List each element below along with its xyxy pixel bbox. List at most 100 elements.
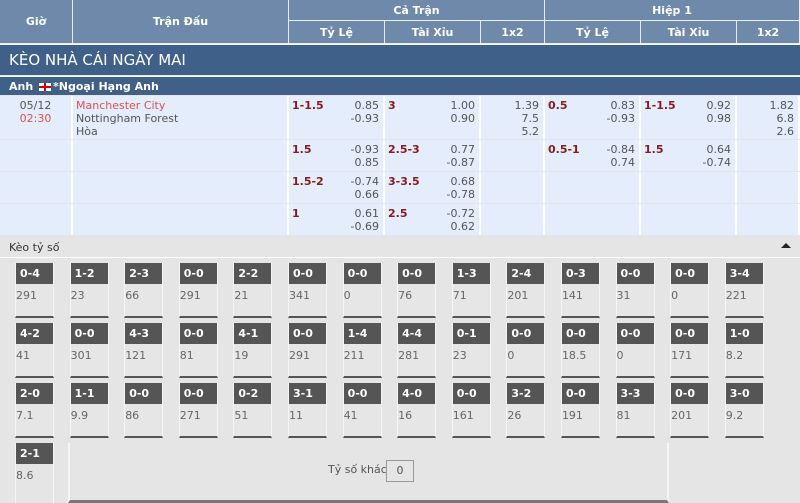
score-tile[interactable]: 2-0 7.1 xyxy=(15,383,54,438)
odds-value[interactable]: 0.61 xyxy=(354,207,380,220)
score-odds: 141 xyxy=(561,289,583,302)
score-label: 2-4 xyxy=(507,263,545,284)
score-tile[interactable]: 0-2 51 xyxy=(233,383,273,438)
odds-value[interactable]: 2.6 xyxy=(776,125,795,138)
odds-value[interactable]: 6.8 xyxy=(776,112,795,125)
odds-value[interactable]: -0.78 xyxy=(446,188,475,201)
odds-value[interactable]: 0.92 xyxy=(706,99,732,112)
odds-cell: 1.5 0.64 -0.74 xyxy=(641,140,737,171)
odds-value[interactable]: -0.74 xyxy=(702,156,731,169)
odds-value[interactable]: -0.93 xyxy=(606,112,635,125)
score-tile[interactable]: 2-3 66 xyxy=(124,263,164,318)
score-tile[interactable]: 0-0 0 xyxy=(506,323,546,378)
odds-value[interactable]: 5.2 xyxy=(521,125,540,138)
correct-score-header[interactable]: Kèo tỷ số xyxy=(0,236,800,258)
odds-value[interactable]: -0.93 xyxy=(350,112,379,125)
score-tile[interactable]: 4-3 121 xyxy=(124,323,164,378)
score-tile[interactable]: 2-2 21 xyxy=(233,263,273,318)
score-tile[interactable]: 1-4 211 xyxy=(342,323,382,378)
score-tile[interactable]: 0-1 23 xyxy=(451,323,491,378)
score-tile[interactable]: 0-0 0 xyxy=(342,263,382,318)
odds-value[interactable]: -0.93 xyxy=(350,143,379,156)
odds-value[interactable]: -0.69 xyxy=(350,220,379,233)
score-tile[interactable]: 1-2 23 xyxy=(69,263,109,318)
score-label: 4-3 xyxy=(125,323,163,344)
odds-value[interactable]: 0.98 xyxy=(706,112,732,125)
odds-value[interactable]: 0.77 xyxy=(450,143,476,156)
score-label: 2-3 xyxy=(125,263,163,284)
score-tile[interactable]: 0-0 201 xyxy=(670,383,710,438)
odds-value[interactable]: 0.85 xyxy=(354,156,380,169)
score-label: 3-1 xyxy=(288,383,326,404)
odds-value[interactable]: 0.64 xyxy=(706,143,732,156)
score-tile[interactable]: 1-0 8.2 xyxy=(724,323,764,378)
odds-value[interactable]: 0.62 xyxy=(450,220,476,233)
score-tile[interactable]: 0-0 341 xyxy=(287,263,327,318)
score-tile[interactable]: 0-0 86 xyxy=(124,383,164,438)
score-label: 0-0 xyxy=(671,383,709,404)
score-tile[interactable]: 0-4 291 xyxy=(15,263,54,318)
score-tile[interactable]: 0-0 191 xyxy=(560,383,600,438)
odds-value[interactable]: -0.72 xyxy=(446,207,475,220)
score-tile[interactable]: 0-0 301 xyxy=(69,323,109,378)
odds-value[interactable]: 0.83 xyxy=(610,99,636,112)
odds-value[interactable]: -0.74 xyxy=(350,175,379,188)
score-tile[interactable]: 2-4 201 xyxy=(506,263,546,318)
odds-value[interactable]: 0.66 xyxy=(354,188,380,201)
score-tile[interactable]: 0-0 81 xyxy=(178,323,218,378)
score-tile[interactable]: 3-0 9.2 xyxy=(724,383,764,438)
odds-cell: 0.5 0.83 -0.93 xyxy=(545,96,641,139)
score-tile[interactable]: 0-0 161 xyxy=(451,383,491,438)
score-tile[interactable]: 4-4 281 xyxy=(397,323,437,378)
odds-value[interactable]: -0.84 xyxy=(606,143,635,156)
odds-cell xyxy=(737,172,800,203)
score-label: 4-0 xyxy=(398,383,436,404)
score-odds: 0 xyxy=(616,349,624,362)
score-tile[interactable]: 3-1 11 xyxy=(287,383,327,438)
score-tile[interactable]: 0-0 76 xyxy=(397,263,437,318)
odds-value[interactable]: -0.87 xyxy=(446,156,475,169)
score-tile[interactable]: 1-1 9.9 xyxy=(69,383,109,438)
score-tile[interactable]: 4-0 16 xyxy=(397,383,437,438)
odds-value[interactable]: 1.00 xyxy=(450,99,476,112)
score-tile[interactable]: 0-0 0 xyxy=(670,263,710,318)
odds-value[interactable]: 0.90 xyxy=(450,112,476,125)
score-tile[interactable]: 2-1 8.6 xyxy=(15,443,54,503)
score-label: 4-4 xyxy=(398,323,436,344)
score-odds: 16 xyxy=(398,409,413,422)
odds-value[interactable]: 0.85 xyxy=(354,99,380,112)
score-tile[interactable]: 4-1 19 xyxy=(233,323,273,378)
odds-value[interactable]: 1.39 xyxy=(514,99,540,112)
score-odds: 8.6 xyxy=(16,469,34,482)
caret-up-icon[interactable] xyxy=(781,243,791,248)
other-score-value[interactable]: 0 xyxy=(386,460,414,482)
score-tile[interactable]: 0-0 31 xyxy=(615,263,655,318)
odds-value[interactable]: 0.68 xyxy=(450,175,476,188)
score-tile[interactable]: 0-0 18.5 xyxy=(560,323,600,378)
score-tile[interactable]: 3-2 26 xyxy=(506,383,546,438)
score-tile[interactable]: 0-3 141 xyxy=(560,263,600,318)
odds-row: 05/12 02:30 Manchester City Nottingham Fore… xyxy=(0,96,800,139)
h1-over-under: 1.5 xyxy=(644,143,664,156)
score-label: 4-1 xyxy=(234,323,272,344)
odds-cell: 1 0.61 -0.69 xyxy=(289,204,385,235)
score-tile[interactable]: 3-3 81 xyxy=(615,383,655,438)
score-tile[interactable]: 0-0 291 xyxy=(287,323,327,378)
league-row[interactable]: Anh *Ngoại Hạng Anh xyxy=(0,76,800,95)
score-tile[interactable]: 0-0 271 xyxy=(178,383,218,438)
score-odds: 171 xyxy=(671,349,693,362)
odds-value[interactable]: 7.5 xyxy=(521,112,540,125)
score-odds: 8.2 xyxy=(725,349,744,362)
score-tile[interactable]: 0-0 0 xyxy=(615,323,655,378)
score-tile[interactable]: 0-0 171 xyxy=(670,323,710,378)
score-tile[interactable]: 0-0 291 xyxy=(178,263,218,318)
league-name: *Ngoại Hạng Anh xyxy=(53,80,159,93)
score-tile[interactable]: 1-3 71 xyxy=(451,263,491,318)
score-tile[interactable]: 3-4 221 xyxy=(724,263,764,318)
odds-value[interactable]: 0.74 xyxy=(610,156,636,169)
score-tile[interactable]: 4-2 41 xyxy=(15,323,54,378)
h1-handicap: 0.5-1 xyxy=(548,143,580,156)
odds-cell xyxy=(73,204,289,235)
score-tile[interactable]: 0-0 41 xyxy=(342,383,382,438)
odds-value[interactable]: 1.82 xyxy=(769,99,795,112)
